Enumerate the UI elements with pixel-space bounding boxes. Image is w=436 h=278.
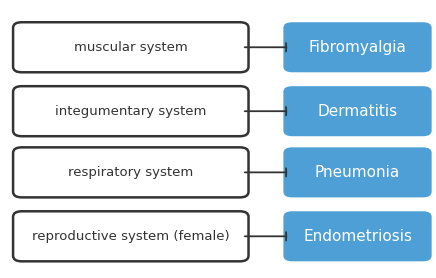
FancyBboxPatch shape xyxy=(283,147,432,197)
Text: Endometriosis: Endometriosis xyxy=(303,229,412,244)
FancyBboxPatch shape xyxy=(13,86,249,136)
FancyBboxPatch shape xyxy=(283,211,432,261)
Text: muscular system: muscular system xyxy=(74,41,187,54)
Text: Dermatitis: Dermatitis xyxy=(317,104,398,119)
FancyBboxPatch shape xyxy=(13,22,249,72)
FancyBboxPatch shape xyxy=(283,22,432,72)
Text: Pneumonia: Pneumonia xyxy=(315,165,400,180)
Text: reproductive system (female): reproductive system (female) xyxy=(32,230,230,243)
FancyBboxPatch shape xyxy=(13,211,249,261)
Text: integumentary system: integumentary system xyxy=(55,105,207,118)
Text: respiratory system: respiratory system xyxy=(68,166,194,179)
Text: Fibromyalgia: Fibromyalgia xyxy=(309,40,406,55)
FancyBboxPatch shape xyxy=(13,147,249,197)
FancyBboxPatch shape xyxy=(283,86,432,136)
